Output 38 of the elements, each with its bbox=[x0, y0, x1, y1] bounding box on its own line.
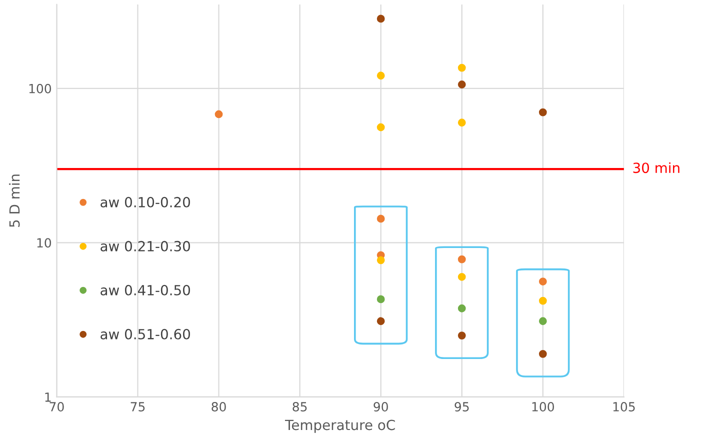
point bbox=[538, 317, 547, 326]
point bbox=[458, 272, 466, 281]
y-tick-label: 100 bbox=[29, 84, 52, 94]
legend-label: aw 0.10-0.20 bbox=[100, 196, 190, 208]
point bbox=[538, 296, 547, 305]
y-tick-label: 10 bbox=[37, 238, 52, 248]
point bbox=[376, 295, 385, 304]
point bbox=[458, 332, 466, 340]
point bbox=[458, 64, 466, 72]
x-tick-label: 70 bbox=[50, 402, 64, 412]
x-tick-label: 80 bbox=[212, 402, 226, 412]
x-tick-label: 95 bbox=[454, 402, 469, 412]
legend-label: aw 0.21-0.30 bbox=[100, 240, 190, 252]
point bbox=[376, 123, 385, 132]
point bbox=[458, 80, 466, 88]
point bbox=[458, 255, 466, 264]
point bbox=[376, 317, 385, 326]
point bbox=[214, 110, 223, 118]
x-tick-label: 105 bbox=[613, 402, 635, 412]
point bbox=[458, 118, 466, 127]
x-tick-label: 75 bbox=[130, 402, 145, 412]
x-tick-label: 100 bbox=[532, 402, 554, 412]
point bbox=[458, 304, 466, 312]
point bbox=[538, 278, 547, 286]
legend-label: aw 0.41-0.50 bbox=[100, 284, 190, 296]
x-tick-label: 90 bbox=[374, 402, 388, 412]
point bbox=[376, 214, 385, 223]
legend-label: aw 0.51-0.60 bbox=[100, 328, 190, 340]
y-tick-label: 1 bbox=[45, 392, 51, 402]
point bbox=[376, 72, 385, 80]
point bbox=[376, 14, 385, 23]
point bbox=[376, 256, 385, 264]
point bbox=[538, 108, 547, 116]
y-axis-title: 5 D min bbox=[9, 174, 20, 227]
ref-line-label: 30 min bbox=[633, 162, 680, 174]
x-tick-label: 85 bbox=[292, 402, 307, 412]
point bbox=[538, 350, 547, 358]
x-axis-title: Temperature oC bbox=[284, 420, 395, 433]
